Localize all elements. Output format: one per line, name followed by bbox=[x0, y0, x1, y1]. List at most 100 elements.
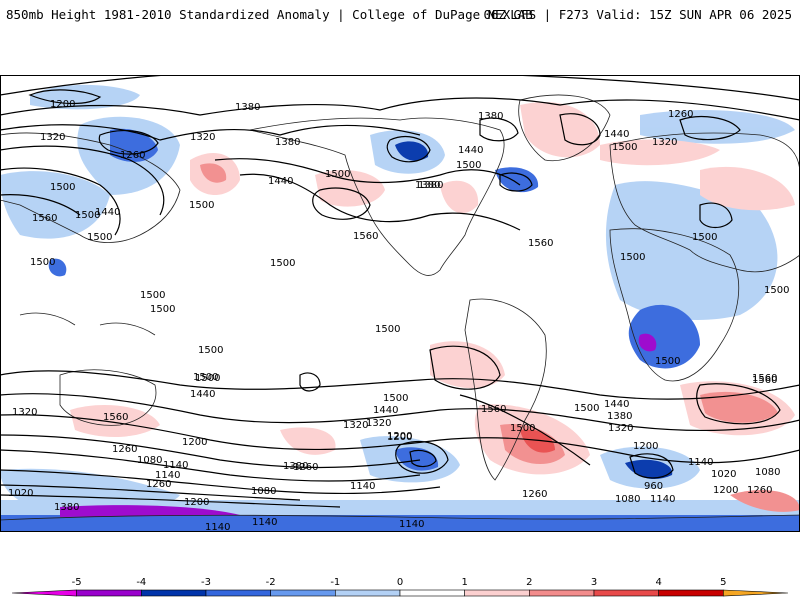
contour-label: 1260 bbox=[522, 489, 547, 500]
contour-label: 1440 bbox=[190, 389, 215, 400]
contour-label: 1440 bbox=[458, 145, 483, 156]
contour-label: 1320 bbox=[190, 132, 215, 143]
contour-label: 1560 bbox=[103, 412, 128, 423]
colorbar-swatch bbox=[658, 589, 724, 597]
contour-label: 1200 bbox=[713, 485, 738, 496]
contour-label: 960 bbox=[644, 481, 663, 492]
contour-label: 1080 bbox=[137, 455, 162, 466]
contour-label: 1260 bbox=[668, 109, 693, 120]
contour-label: 1380 bbox=[415, 180, 440, 191]
contour-label: 1260 bbox=[146, 479, 171, 490]
contour-label: 1200 bbox=[182, 437, 207, 448]
contour-label: 1020 bbox=[711, 469, 736, 480]
contour-label: 1380 bbox=[275, 137, 300, 148]
pos-anomaly-region bbox=[700, 391, 778, 423]
contour-label: 1560 bbox=[752, 375, 777, 386]
contour-label: 1380 bbox=[478, 111, 503, 122]
contour-label: 1560 bbox=[353, 231, 378, 242]
contour-label: 1560 bbox=[481, 404, 506, 415]
contour-label: 1320 bbox=[366, 418, 391, 429]
pos-anomaly-region bbox=[315, 170, 385, 207]
contour-label: 1080 bbox=[615, 494, 640, 505]
contour-label: 1320 bbox=[12, 407, 37, 418]
colorbar: -5 -4 -3 -2 -1 0 1 2 3 4 5 bbox=[11, 577, 789, 597]
contour-label: 1080 bbox=[755, 467, 780, 478]
neg-anomaly-region bbox=[60, 505, 240, 517]
contour-label: 1140 bbox=[350, 481, 375, 492]
contour-label: 1260 bbox=[112, 444, 137, 455]
contour-label: 1200 bbox=[50, 99, 75, 110]
contour-label: 1500 bbox=[50, 182, 75, 193]
contour-label: 1560 bbox=[752, 373, 777, 384]
colorbar-tick-label: 5 bbox=[720, 577, 726, 588]
contour-label: 1500 bbox=[193, 372, 218, 383]
contour-label: 1500 bbox=[620, 252, 645, 263]
contour-label: 1560 bbox=[32, 213, 57, 224]
colorbar-swatch bbox=[270, 589, 336, 597]
contour-label: 1500 bbox=[764, 285, 789, 296]
contour-label: 1500 bbox=[87, 232, 112, 243]
contour-label: 1500 bbox=[692, 232, 717, 243]
contour-label: 1320 bbox=[652, 137, 677, 148]
contour-label: 1260 bbox=[747, 485, 772, 496]
colorbar-tick-label: -2 bbox=[266, 577, 276, 588]
contour-label: 1500 bbox=[195, 373, 220, 384]
contour-label: 1320 bbox=[40, 132, 65, 143]
contour-labels: 1380 1200 1380 1320 1320 1260 1380 1380 … bbox=[8, 75, 789, 532]
height-contours bbox=[0, 75, 800, 508]
contour-label: 1500 bbox=[612, 142, 637, 153]
contour-label: 1500 bbox=[375, 324, 400, 335]
neg-anomaly-region bbox=[0, 171, 110, 239]
contour-label: 1500 bbox=[456, 160, 481, 171]
neg-anomaly-region bbox=[640, 110, 795, 144]
colorbar-swatch bbox=[11, 589, 77, 597]
contour-label: 1380 bbox=[235, 102, 260, 113]
pos-anomaly-region bbox=[520, 101, 600, 158]
contour-label: 1500 bbox=[140, 290, 165, 301]
contour-label: 1440 bbox=[95, 207, 120, 218]
contour-label: 1440 bbox=[373, 405, 398, 416]
colorbar-tick-label: -5 bbox=[72, 577, 82, 588]
contour-label: 1260 bbox=[120, 150, 145, 161]
contour-label: 1500 bbox=[30, 257, 55, 268]
colorbar-swatch bbox=[593, 589, 659, 597]
colorbar-swatch bbox=[723, 589, 789, 597]
colorbar-ticks: -5 -4 -3 -2 -1 0 1 2 3 4 5 bbox=[72, 577, 727, 588]
contour-label: 1560 bbox=[528, 238, 553, 249]
colorbar-tick-label: 2 bbox=[526, 577, 532, 588]
contour-label: 1440 bbox=[268, 176, 293, 187]
contour-label: 1500 bbox=[510, 423, 535, 434]
contour-label: 1500 bbox=[198, 345, 223, 356]
colorbar-swatch bbox=[335, 589, 401, 597]
contour-label: 1140 bbox=[399, 519, 424, 530]
contour-label: 1080 bbox=[251, 486, 276, 497]
colorbar-tick-label: 3 bbox=[591, 577, 597, 588]
pos-anomaly-region bbox=[70, 405, 160, 437]
colorbar-tick-label: -1 bbox=[330, 577, 340, 588]
pos-anomaly-region bbox=[200, 163, 227, 183]
pos-anomaly-region bbox=[600, 139, 720, 166]
contour-label: 1380 bbox=[283, 461, 308, 472]
pos-anomaly-region bbox=[730, 490, 800, 512]
colorbar-swatch bbox=[399, 589, 465, 597]
neg-anomaly-region bbox=[638, 333, 657, 352]
contour-label: 1500 bbox=[655, 356, 680, 367]
contour-label: 1380 bbox=[607, 411, 632, 422]
colorbar-swatches bbox=[11, 589, 789, 597]
pos-anomaly-region bbox=[280, 427, 336, 455]
header: 850mb Height 1981-2010 Standardized Anom… bbox=[0, 0, 800, 30]
contour-label: 1380 bbox=[418, 180, 443, 191]
contour-label: 1440 bbox=[604, 399, 629, 410]
contour-label: 1500 bbox=[75, 210, 100, 221]
colorbar-swatch bbox=[76, 589, 142, 597]
pos-anomaly-region bbox=[700, 166, 795, 211]
contour-label: 1140 bbox=[650, 494, 675, 505]
contour-label: 1320 bbox=[343, 420, 368, 431]
neg-anomaly-region bbox=[628, 304, 700, 369]
anomaly-map: 1380 1200 1380 1320 1320 1260 1380 1380 … bbox=[0, 75, 800, 532]
contour-label: 1140 bbox=[155, 470, 180, 481]
contour-label: 1500 bbox=[150, 304, 175, 315]
colorbar-tick-label: 4 bbox=[655, 577, 661, 588]
contour-label: 1500 bbox=[270, 258, 295, 269]
contour-label: 1500 bbox=[189, 200, 214, 211]
